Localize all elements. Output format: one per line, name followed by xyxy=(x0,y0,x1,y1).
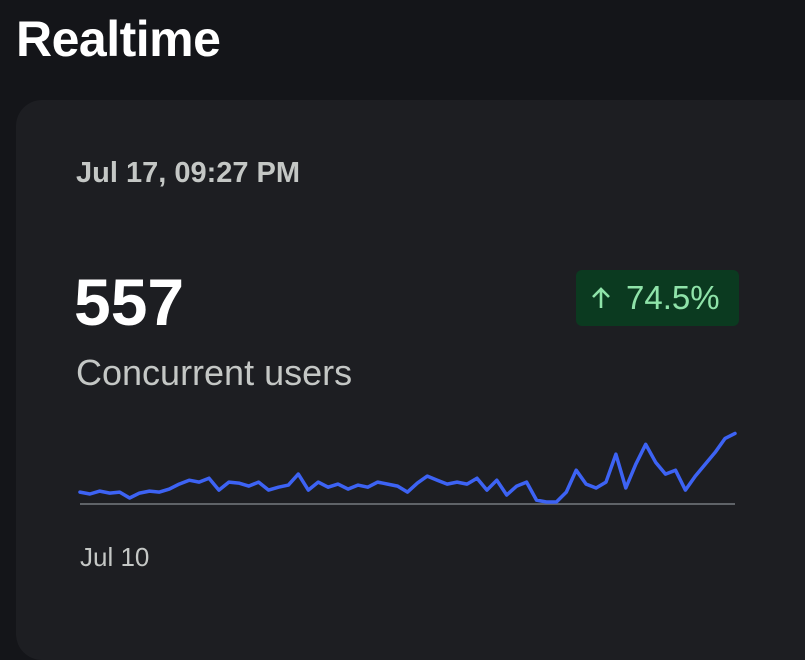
x-label: Jul 10 xyxy=(80,542,149,572)
sparkline-line xyxy=(78,431,737,504)
change-badge: 74.5% xyxy=(576,270,739,326)
metric-value: 557 xyxy=(74,265,185,339)
realtime-card xyxy=(16,100,805,660)
change-value: 74.5% xyxy=(626,279,720,316)
page-title: Realtime xyxy=(16,11,221,67)
metric-label: Concurrent users xyxy=(76,352,353,393)
sparkline: Jul 10 xyxy=(78,431,737,572)
up-arrow-icon xyxy=(592,287,610,308)
timestamp: Jul 17, 09:27 PM xyxy=(76,157,301,189)
page: {"header": {"title": "Realtime"}, "card"… xyxy=(16,11,739,572)
